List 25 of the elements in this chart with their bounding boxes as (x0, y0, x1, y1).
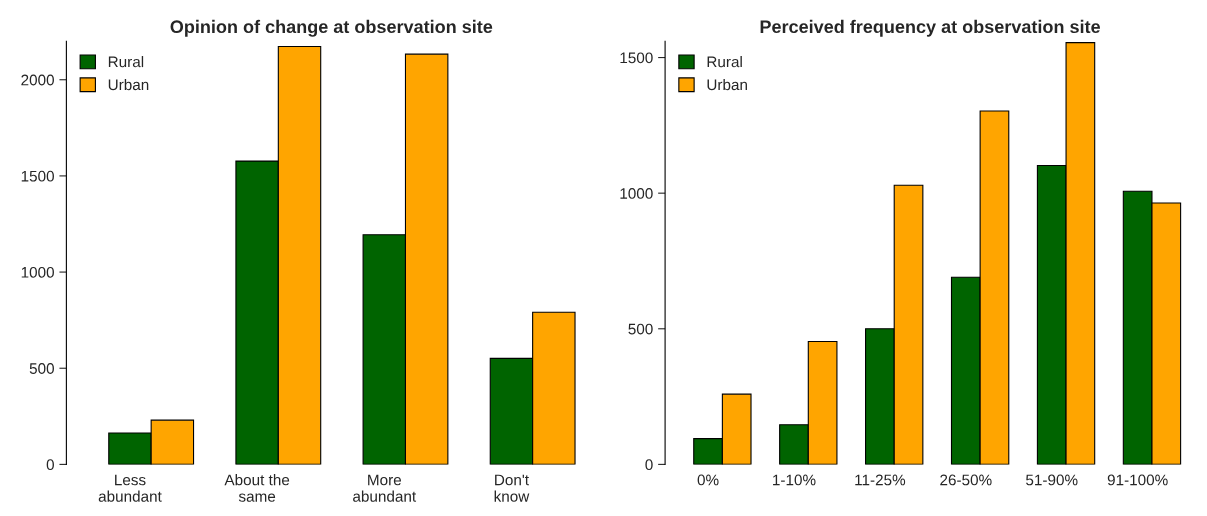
x-tick-label: Don't know (494, 474, 530, 502)
y-tick-label: 1500 (21, 170, 54, 182)
y-tick-label: 2000 (21, 74, 54, 86)
chart-title: Opinion of change at observation site (170, 19, 493, 37)
x-tick-label: 26-50% (940, 474, 992, 486)
x-tick-label: About the same (224, 474, 290, 502)
legend-label: Rural (108, 56, 144, 68)
legend-label: Urban (707, 78, 747, 91)
x-tick-label: 91-100% (1107, 474, 1168, 486)
x-tick-label: 1-10% (773, 474, 816, 486)
x-tick-label: Less abundant (98, 474, 162, 502)
chart-title: Perceived frequency at observation site (760, 19, 1100, 37)
y-tick-label: 1000 (620, 188, 653, 199)
legend-label: Rural (707, 56, 742, 68)
y-tick-label: 0 (645, 459, 653, 471)
y-tick-label: 500 (29, 363, 54, 374)
y-tick-label: 1500 (620, 52, 653, 64)
x-tick-label: More abundant (353, 474, 417, 502)
legend-label: Urban (108, 78, 149, 91)
y-tick-label: 0 (46, 459, 54, 471)
y-tick-label: 1000 (21, 266, 54, 278)
x-tick-label: 11-25% (855, 474, 906, 486)
y-tick-label: 500 (628, 323, 653, 335)
x-tick-label: 51-90% (1026, 474, 1078, 486)
x-tick-label: 0% (697, 474, 719, 486)
